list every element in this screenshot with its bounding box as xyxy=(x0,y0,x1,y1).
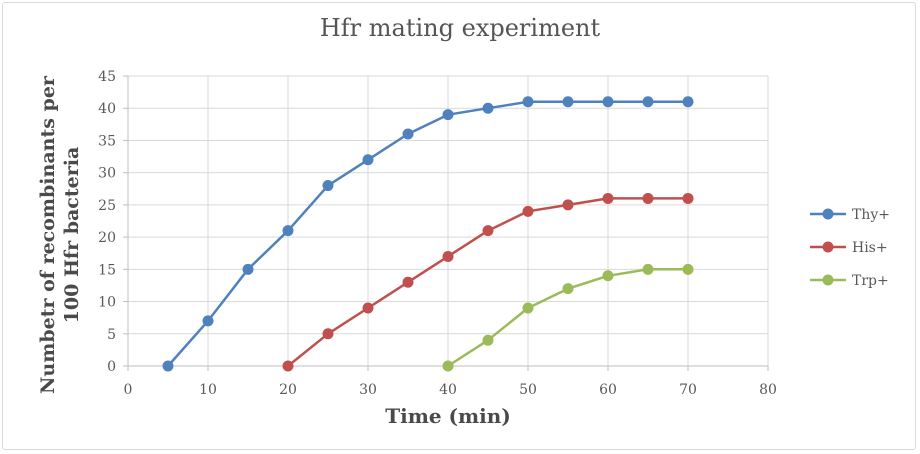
gridlines xyxy=(128,75,769,366)
legend-label: Trp+ xyxy=(852,273,889,289)
legend-item-thy: Thy+ xyxy=(810,207,890,223)
data-point-his xyxy=(402,276,414,288)
data-point-his xyxy=(682,192,694,204)
y-tick-label: 45 xyxy=(98,69,116,85)
y-tick-label: 20 xyxy=(98,230,116,246)
tick-labels: 0 5 10 15 20 25 30 35 40 45 0 10 20 30 40 50 60 70 80 xyxy=(98,69,777,398)
legend: Thy+ His+ Trp+ xyxy=(810,207,890,289)
data-point-thy xyxy=(202,315,214,327)
data-point-trp xyxy=(522,302,534,314)
data-point-his xyxy=(482,225,494,237)
y-tick-label: 5 xyxy=(107,327,116,343)
y-tick-label: 10 xyxy=(98,295,116,311)
y-tick-label: 35 xyxy=(98,133,116,149)
legend-item-trp: Trp+ xyxy=(810,273,889,289)
data-point-thy xyxy=(242,263,254,275)
data-point-thy xyxy=(602,96,614,108)
x-tick-label: 70 xyxy=(679,382,697,398)
data-point-his xyxy=(522,205,534,217)
series-points xyxy=(162,96,694,372)
data-point-trp xyxy=(642,263,654,275)
series-lines xyxy=(167,100,688,368)
series-line-thy xyxy=(167,100,688,367)
data-point-thy xyxy=(162,360,174,372)
data-point-trp xyxy=(562,283,574,295)
x-tick-label: 40 xyxy=(439,382,457,398)
data-point-thy xyxy=(482,102,494,114)
x-tick-label: 0 xyxy=(124,382,133,398)
data-point-his xyxy=(282,360,294,372)
data-point-his xyxy=(442,250,454,262)
legend-marker xyxy=(822,274,834,286)
data-point-his xyxy=(642,192,654,204)
data-point-thy xyxy=(322,180,334,192)
y-tick-label: 25 xyxy=(98,198,116,214)
x-tick-label: 80 xyxy=(759,382,777,398)
y-tick-label: 40 xyxy=(98,101,116,117)
x-axis-title: Time (min) xyxy=(385,404,511,428)
data-point-thy xyxy=(362,154,374,166)
data-point-thy xyxy=(562,96,574,108)
data-point-thy xyxy=(522,96,534,108)
legend-marker xyxy=(822,241,834,253)
legend-label: Thy+ xyxy=(852,207,890,223)
data-point-thy xyxy=(642,96,654,108)
data-point-thy xyxy=(402,128,414,140)
legend-item-his: His+ xyxy=(810,240,888,256)
data-point-his xyxy=(562,199,574,211)
legend-label: His+ xyxy=(852,240,888,256)
y-tick-label: 30 xyxy=(98,166,116,182)
x-tick-label: 60 xyxy=(599,382,617,398)
data-point-his xyxy=(602,192,614,204)
x-tick-label: 20 xyxy=(279,382,297,398)
data-point-his xyxy=(362,302,374,314)
data-point-his xyxy=(322,328,334,340)
legend-marker xyxy=(822,208,834,220)
x-tick-label: 10 xyxy=(199,382,217,398)
y-tick-label: 0 xyxy=(107,359,116,375)
data-point-thy xyxy=(682,96,694,108)
x-tick-label: 30 xyxy=(359,382,377,398)
data-point-trp xyxy=(442,360,454,372)
axes xyxy=(123,75,769,371)
data-point-thy xyxy=(282,225,294,237)
data-point-trp xyxy=(682,263,694,275)
y-tick-label: 15 xyxy=(98,262,116,278)
chart-title: Hfr mating experiment xyxy=(319,14,601,42)
data-point-trp xyxy=(482,334,494,346)
x-tick-label: 50 xyxy=(519,382,537,398)
data-point-trp xyxy=(602,270,614,282)
data-point-thy xyxy=(442,109,454,121)
